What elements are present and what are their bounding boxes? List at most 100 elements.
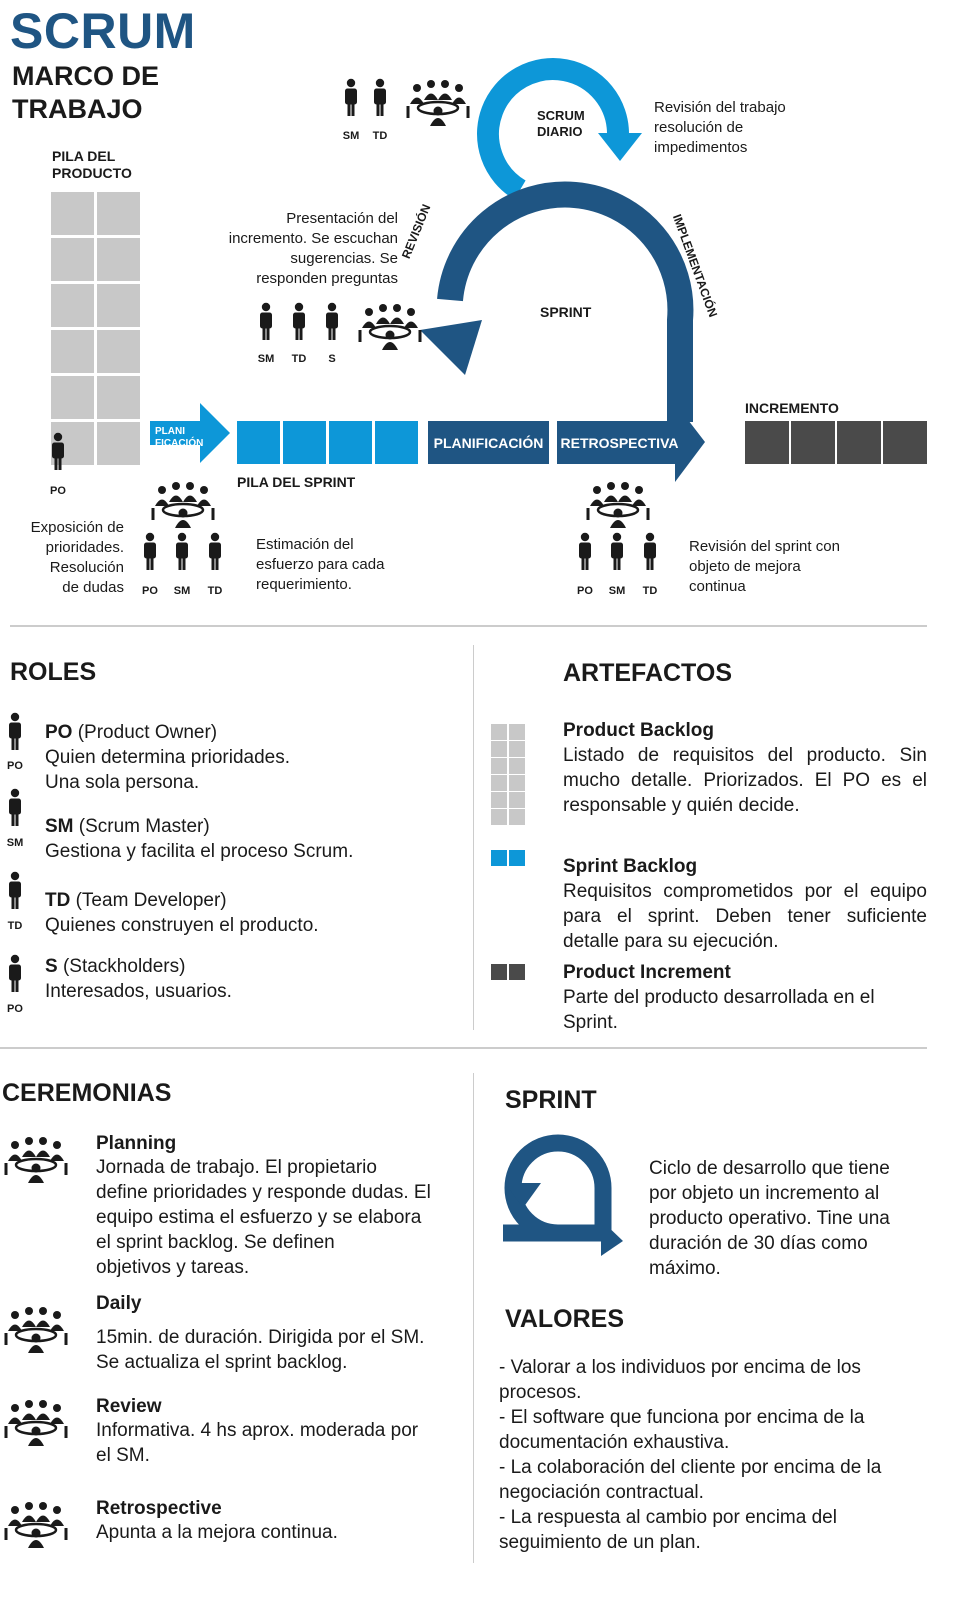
backlog-cell [97, 422, 140, 465]
roles-heading: ROLES [10, 658, 97, 686]
stakeholder-icon [326, 302, 338, 340]
scrum-master-icon [260, 302, 272, 340]
backlog-cell [51, 238, 94, 281]
review-meeting-icon [358, 302, 422, 352]
ceremony-desc: 15min. de duración. Dirigida por el SM. … [96, 1325, 424, 1375]
planning-arrow-label-1: PLANI [155, 426, 185, 437]
sprint-heading: SPRINT [505, 1086, 597, 1114]
td-code: TD [291, 353, 307, 365]
value-line: documentación exhaustiva. [499, 1432, 730, 1453]
product-backlog-icon [491, 724, 525, 825]
column-divider [473, 1073, 474, 1563]
s-code: S [328, 353, 336, 365]
sm-code: SM [173, 585, 191, 597]
daily-scrum-label: SCRUM DIARIO [537, 108, 585, 140]
retrospective-meeting-icon [4, 1500, 68, 1550]
estimate-note-line: esfuerzo para cada [256, 556, 385, 573]
retro-note-line: continua [689, 578, 746, 595]
role-title: TD (Team Developer) [45, 888, 227, 913]
estimate-note-line: Estimación del [256, 536, 354, 553]
team-developer-icon [644, 532, 656, 570]
retrospective-meeting-icon [586, 480, 650, 530]
ceremony-desc-line: define prioridades y responde dudas. El [96, 1182, 431, 1203]
sprint-backlog-cell [237, 421, 280, 464]
ceremony-title: Review [96, 1396, 162, 1417]
planning-bar: PLANIFICACIÓN [428, 421, 549, 464]
ceremony-title: Planning [96, 1133, 177, 1154]
role-title: PO (Product Owner) [45, 720, 217, 745]
value-line: - El software que funciona por encima de… [499, 1407, 865, 1428]
sprint-desc-line: por objeto un incremento al [649, 1183, 880, 1204]
review-note: Presentación del incremento. Se escuchan… [212, 209, 398, 289]
sm-code: SM [608, 585, 626, 597]
estimate-note: Estimación del esfuerzo para cada requer… [256, 535, 384, 595]
planning-arrow-icon [150, 403, 230, 463]
ceremony-desc-line: Se actualiza el sprint backlog. [96, 1352, 348, 1373]
team-developer-icon [374, 78, 386, 116]
po-note-line: Resolución [49, 559, 124, 576]
scrum-master-icon [9, 788, 21, 826]
page-subtitle: MARCO DE TRABAJO [12, 60, 159, 126]
product-backlog-label-2: PRODUCTO [52, 165, 132, 181]
artefact-desc: Parte del producto desarrollada en el Sp… [563, 987, 875, 1033]
artefact-title: Product Backlog [563, 720, 714, 741]
po-note: Exposición de prioridades. Resolución de… [10, 518, 124, 598]
backlog-cell [51, 376, 94, 419]
team-developer-icon [9, 871, 21, 909]
backlog-cell [97, 238, 140, 281]
product-increment-icon [491, 964, 525, 980]
daily-scrum-label-2: DIARIO [537, 124, 583, 139]
value-line: negociación contractual. [499, 1482, 704, 1503]
role-desc: Quien determina prioridades. [45, 747, 291, 768]
planning-meeting-icon [4, 1135, 68, 1185]
retrospective-arrow [557, 403, 705, 482]
sprint-desc-line: duración de 30 días como [649, 1233, 868, 1254]
daily-note-line: impedimentos [654, 139, 748, 156]
daily-scrum-label-1: SCRUM [537, 108, 585, 123]
values-list: - Valorar a los individuos por encima de… [499, 1355, 881, 1555]
backlog-cell [97, 376, 140, 419]
ceremony-title: Daily [96, 1293, 142, 1314]
planning-meeting-icon [151, 480, 215, 530]
product-owner-icon [144, 532, 156, 570]
sprint-loop [420, 181, 694, 422]
backlog-cell [51, 192, 94, 235]
increment-cell [791, 421, 835, 464]
artefacts-heading: ARTEFACTOS [563, 659, 732, 687]
daily-note-line: Revisión del trabajo [654, 99, 786, 116]
artefact-desc: Listado de requisitos del producto. Sin … [563, 745, 927, 816]
ceremony-desc-line: objetivos y tareas. [96, 1257, 250, 1278]
retro-note: Revisión del sprint con objeto de mejora… [689, 537, 840, 597]
planning-arrow-label-2: FICACIÓN [155, 438, 204, 449]
product-backlog-label: PILA DEL PRODUCTO [52, 148, 132, 182]
td-code: TD [207, 585, 223, 597]
sprint-backlog-cell [283, 421, 326, 464]
stakeholder-icon [9, 954, 21, 992]
ceremony-desc-line: equipo estima el esfuerzo y se elabora [96, 1207, 422, 1228]
daily-note-line: resolución de [654, 119, 744, 136]
po-code: PO [577, 585, 593, 597]
ceremony-desc: Apunta a la mejora continua. [96, 1520, 338, 1545]
ceremony-desc-line: Jornada de trabajo. El propietario [96, 1157, 377, 1178]
role-code: SM [45, 816, 74, 837]
ceremony-desc-line: Apunta a la mejora continua. [96, 1522, 338, 1543]
sprint-label: SPRINT [540, 304, 592, 320]
increment-cell [883, 421, 927, 464]
role-desc: Interesados, usuarios. [45, 981, 232, 1002]
artefact-title: Product Increment [563, 962, 731, 983]
increment-cell [837, 421, 881, 464]
page-title: SCRUM [10, 3, 196, 59]
scrum-master-icon [611, 532, 623, 570]
sprint-desc-line: Ciclo de desarrollo que tiene [649, 1158, 890, 1179]
sprint-cycle-icon [503, 1134, 623, 1256]
retro-note-line: objeto de mejora [689, 558, 801, 575]
artefact-desc: Requisitos comprometidos por el equipo p… [563, 881, 927, 952]
sprint-backlog-cell [375, 421, 418, 464]
daily-meeting-icon [4, 1305, 68, 1355]
role-name: (Team Developer) [70, 890, 227, 911]
ceremony-desc-line: Informativa. 4 hs aprox. moderada por [96, 1420, 419, 1441]
retrospective-bar: RETROSPECTIVA [560, 434, 679, 451]
estimate-note-line: requerimiento. [256, 576, 352, 593]
scrum-master-icon [345, 78, 357, 116]
section-divider [10, 625, 927, 627]
